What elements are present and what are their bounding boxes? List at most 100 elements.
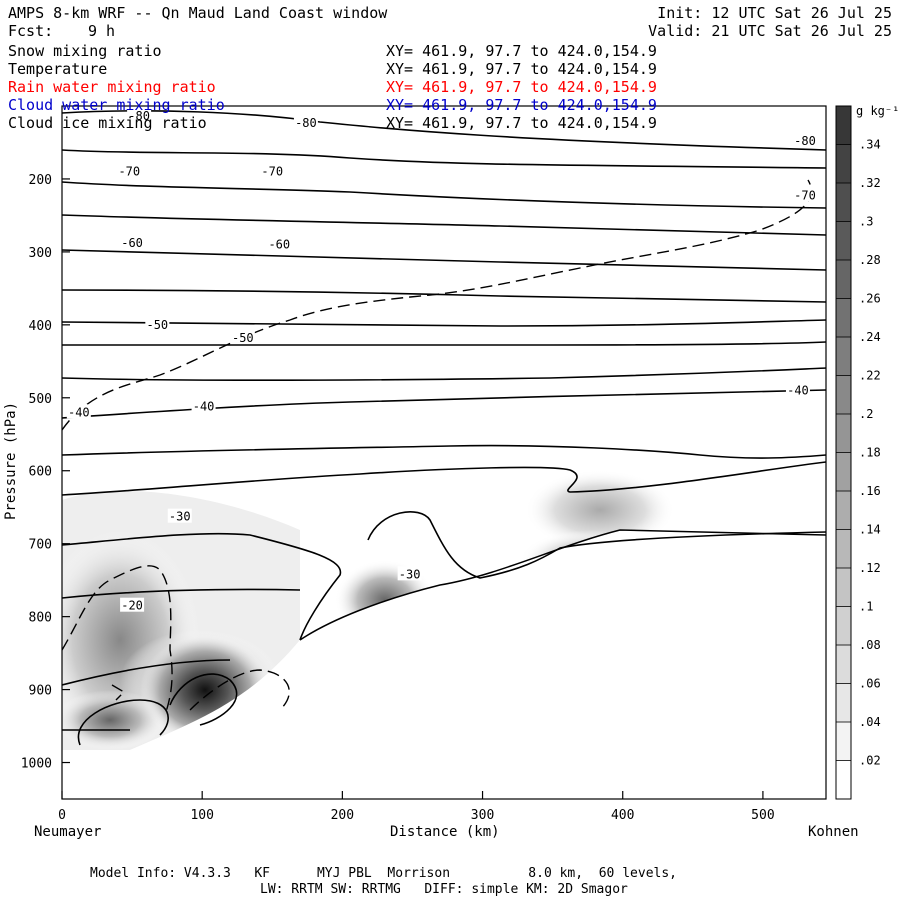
contour-label: -70 — [118, 165, 140, 179]
colorbar-tick-label: .24 — [859, 330, 881, 344]
colorbar-tick-label: .14 — [859, 523, 881, 537]
x-tick-label: 500 — [751, 808, 774, 823]
colorbar-tick-label: .2 — [859, 407, 873, 421]
x-tick-label: 400 — [611, 808, 634, 823]
colorbar-tick-label: .28 — [859, 253, 881, 267]
colorbar-segment — [836, 645, 851, 684]
contour-label: -20 — [121, 599, 143, 613]
contour-label-bg — [120, 597, 145, 612]
valid-time: Valid: 21 UTC Sat 26 Jul 25 — [648, 22, 892, 40]
contour-label-bg — [792, 187, 817, 202]
contour-label-bg — [167, 508, 192, 523]
contour-label-bg — [397, 566, 422, 581]
contour-label-bg — [66, 404, 91, 419]
contour-label-bg — [792, 133, 817, 148]
field-name: Temperature — [8, 60, 108, 78]
y-tick-label: 400 — [29, 319, 52, 334]
temperature-contours — [62, 110, 826, 746]
contour-label-bg — [145, 316, 170, 331]
colorbar-tick-label: .04 — [859, 715, 881, 729]
forecast-hour: 9 h — [88, 22, 116, 40]
field-coordinates: XY= 461.9, 97.7 to 424.0,154.9 — [386, 114, 657, 132]
colorbar-unit: g kg⁻¹ — [856, 104, 900, 118]
contour-label: -50 — [146, 318, 168, 332]
contour-label: -80 — [128, 109, 150, 123]
colorbar-segment — [836, 452, 851, 491]
chart-title: AMPS 8-km WRF -- Qn Maud Land Coast wind… — [8, 4, 388, 22]
init-time: Init: 12 UTC Sat 26 Jul 25 — [657, 4, 892, 22]
contour-label: -70 — [261, 165, 283, 179]
contour-label-bg — [267, 236, 292, 251]
colorbar-segment — [836, 183, 851, 222]
contour-label: -40 — [193, 400, 215, 414]
colorbar-segment — [836, 106, 851, 145]
colorbar-tick-label: .26 — [859, 292, 881, 306]
y-tick-label: 800 — [29, 611, 52, 626]
mixing-ratio-dashed-contours — [62, 179, 813, 716]
colorbar-segment — [836, 683, 851, 722]
contour-label: -30 — [169, 510, 191, 524]
x-axis: 0 100 200 300 400 500 — [58, 791, 775, 823]
field-name: Cloud ice mixing ratio — [8, 114, 207, 132]
contour-label: -50 — [232, 331, 254, 345]
colorbar-segment — [836, 568, 851, 607]
colorbar-segment — [836, 144, 851, 183]
x-tick-label: 0 — [58, 808, 66, 823]
colorbar-tick-label: .16 — [859, 484, 881, 498]
contour-label-bg — [260, 163, 285, 178]
colorbar-segment — [836, 221, 851, 260]
plot-frame — [61, 105, 827, 800]
colorbar-segment — [836, 491, 851, 530]
contour-label-bg — [230, 329, 255, 344]
colorbar-segment — [836, 722, 851, 761]
y-tick-label: 900 — [29, 684, 52, 699]
contour-label: -60 — [121, 236, 143, 250]
left-station-label: Neumayer — [34, 824, 102, 840]
contour-label-bg — [785, 382, 810, 397]
contour-label-bg — [120, 235, 145, 250]
colorbar-tick-label: .34 — [859, 138, 881, 152]
colorbar-tick-label: .3 — [859, 215, 873, 229]
colorbar-segment — [836, 375, 851, 414]
colorbar-tick-label: .1 — [859, 600, 873, 614]
colorbar-segment — [836, 337, 851, 376]
colorbar-tick-label: .32 — [859, 176, 881, 190]
contour-label: -70 — [794, 189, 816, 203]
model-info-line2: LW: RRTM SW: RRTMG DIFF: simple KM: 2D S… — [260, 882, 628, 897]
y-tick-label: 700 — [29, 538, 52, 553]
colorbar-tick-label: .08 — [859, 638, 881, 652]
contour-label-bg — [191, 398, 216, 413]
right-station-label: Kohnen — [808, 824, 859, 840]
colorbar-tick-label: .06 — [859, 677, 881, 691]
y-axis-label: Pressure (hPa) — [3, 401, 19, 520]
y-axis: 200 300 400 500 600 700 800 900 1000 — [21, 173, 70, 772]
colorbar-segment — [836, 606, 851, 645]
forecast-label: Fcst: — [8, 22, 54, 40]
contour-label: -40 — [68, 405, 90, 419]
colorbar-segment — [836, 414, 851, 453]
colorbar-tick-label: .22 — [859, 369, 881, 383]
colorbar-tick-label: .02 — [859, 754, 881, 768]
model-info-line1: Model Info: V4.3.3 KF MYJ PBL Morrison 8… — [90, 866, 677, 881]
y-tick-label: 300 — [29, 246, 52, 261]
colorbar-segment — [836, 529, 851, 568]
colorbar-segment — [836, 760, 851, 799]
field-name: Snow mixing ratio — [8, 42, 162, 60]
contour-label: -30 — [399, 567, 421, 581]
y-tick-label: 500 — [29, 392, 52, 407]
mixing-ratio-shading — [62, 470, 826, 799]
colorbar-segment — [836, 260, 851, 299]
contour-label: -60 — [268, 238, 290, 252]
y-tick-label: 200 — [29, 173, 52, 188]
colorbar-segment — [836, 298, 851, 337]
field-name: Cloud water mixing ratio — [8, 96, 225, 114]
colorbar: .02 .04 .06 .08 .1 .12 .14 .16 .18 .2 .22 .24 .26 .28… — [835, 105, 881, 800]
contour-label: -80 — [295, 116, 317, 130]
x-tick-label: 100 — [190, 808, 213, 823]
contour-label-bg — [127, 108, 152, 123]
contour-labels: -80 -80 -80 -70 -70 -70 -60 -60 -50 -50 -40 -40 -40 -… — [66, 108, 817, 613]
contour-label-bg — [117, 163, 142, 178]
y-tick-label: 1000 — [21, 757, 52, 772]
field-coordinates: XY= 461.9, 97.7 to 424.0,154.9 — [386, 78, 657, 96]
contour-label: -40 — [787, 383, 809, 397]
